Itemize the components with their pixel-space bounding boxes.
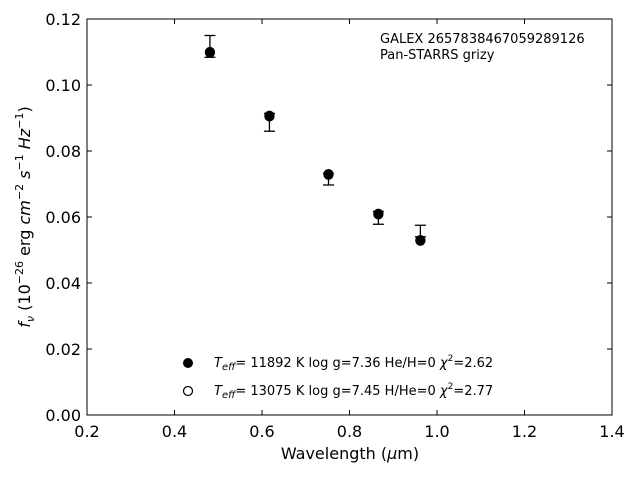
x-tick-label: 1.0 [424, 422, 449, 441]
y-tick-label: 0.04 [45, 274, 81, 293]
legend-entry-1: Teff= 11892 K log g=7.36 He/H=0 χ2=2.62 [214, 354, 493, 373]
data-point-filled [415, 235, 426, 246]
y-tick-label: 0.00 [45, 406, 81, 425]
y-tick-label: 0.06 [45, 208, 81, 227]
annotation-line-1: GALEX 2657838467059289126 [380, 32, 585, 47]
x-axis-title: Wavelength (μm) [281, 444, 419, 463]
y-tick-label: 0.02 [45, 340, 81, 359]
legend: Teff= 11892 K log g=7.36 He/H=0 χ2=2.62 … [182, 354, 493, 401]
data-point-filled [264, 111, 275, 122]
y-tick-label: 0.08 [45, 142, 81, 161]
y-tick-label: 0.12 [45, 10, 81, 29]
legend-marker-open [182, 385, 194, 397]
x-tick-label: 0.4 [162, 422, 187, 441]
x-tick-label: 0.8 [337, 422, 362, 441]
x-tick-label: 1.2 [512, 422, 537, 441]
data-point-filled [323, 169, 334, 180]
data-point-filled [373, 209, 384, 220]
x-tick-label: 1.4 [599, 422, 624, 441]
legend-marker-filled [183, 358, 193, 368]
y-axis-title: fν (10−26 erg cm−2 s−1 Hz−1) [13, 106, 37, 327]
legend-entry-2: Teff= 13075 K log g=7.45 H/He=0 χ2=2.77 [214, 382, 493, 401]
y-tick-label: 0.10 [45, 76, 81, 95]
x-tick-label: 0.2 [74, 422, 99, 441]
data-point-filled [204, 46, 216, 58]
annotation-line-2: Pan-STARRS grizy [380, 48, 495, 63]
x-tick-label: 0.6 [249, 422, 274, 441]
plot-area: 0.2 0.4 0.6 0.8 1.0 1.2 1.4 0.00 0.02 0.04 0.06 0.0… [45, 10, 624, 441]
